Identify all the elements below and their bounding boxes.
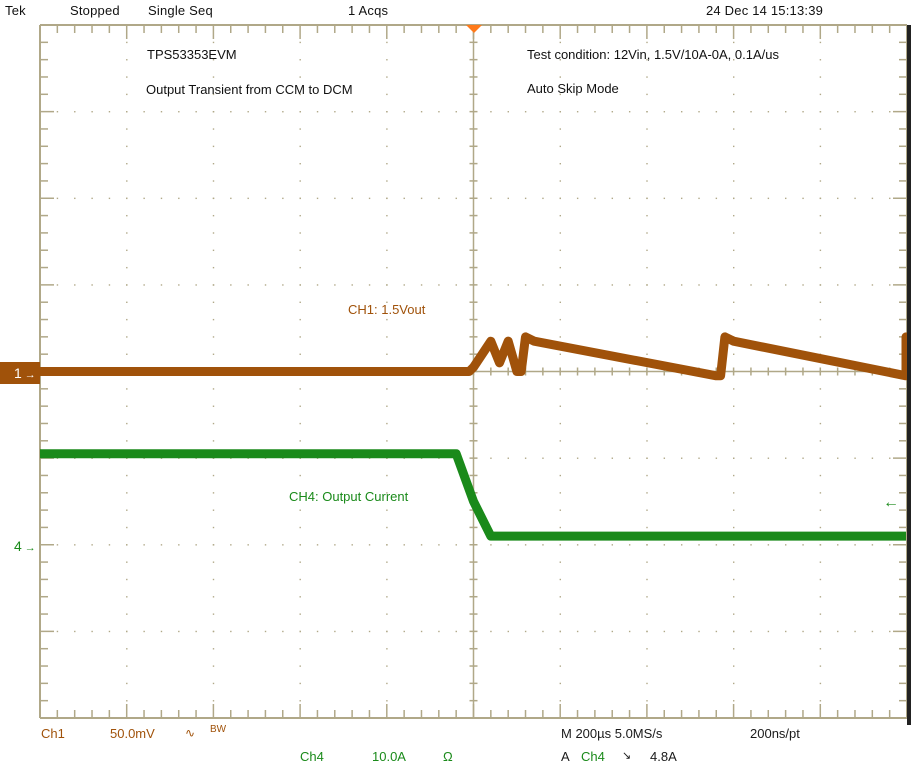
ch1-name[interactable]: Ch1 <box>41 726 65 741</box>
ch4-marker-label: 4 <box>14 538 22 554</box>
ch1-coupling-icon: ∿ <box>185 726 196 740</box>
ch1-bandwidth-limit: BW <box>210 724 227 735</box>
ch1-marker-label: 1 <box>14 365 22 381</box>
trigger-level-arrow-icon: ← <box>883 494 899 511</box>
arrow-right-icon: → <box>24 542 36 554</box>
title-annotation: Output Transient from CCM to DCM <box>146 82 353 97</box>
trigger-source[interactable]: Ch4 <box>581 749 605 764</box>
ch4-name[interactable]: Ch4 <box>300 749 324 764</box>
arrow-right-icon: → <box>24 369 36 381</box>
datetime: 24 Dec 14 15:13:39 <box>706 3 824 18</box>
trigger-prefix: A <box>561 749 570 764</box>
trigger-level[interactable]: 4.8A <box>650 749 677 764</box>
record-resolution: 200ns/pt <box>750 726 800 741</box>
board-annotation: TPS53353EVM <box>147 47 237 62</box>
ch1-waveform <box>40 332 911 381</box>
trigger-position-marker[interactable] <box>466 25 482 33</box>
brand-label: Tek <box>5 3 26 18</box>
ch4-waveform <box>40 449 906 541</box>
ch4-scale[interactable]: 10.0A <box>372 749 406 764</box>
ch4-ground-marker[interactable]: 4 → <box>14 538 36 554</box>
acquisition-count: 1 Acqs <box>348 3 389 18</box>
ch4-termination-icon: Ω <box>443 749 453 764</box>
ch1-label: CH1: 1.5Vout <box>348 302 426 317</box>
mode-annotation: Auto Skip Mode <box>527 81 619 96</box>
trigger-slope-falling-icon: ↘ <box>622 750 632 762</box>
timebase[interactable]: M 200µs 5.0MS/s <box>561 726 663 741</box>
ch1-ground-marker[interactable]: 1 → <box>0 362 40 384</box>
test-condition-annotation: Test condition: 12Vin, 1.5V/10A-0A, 0.1A… <box>527 47 779 62</box>
ch4-label: CH4: Output Current <box>289 489 409 504</box>
acquisition-mode: Single Seq <box>148 3 213 18</box>
display-edge <box>907 25 911 725</box>
ch1-scale[interactable]: 50.0mV <box>110 726 155 741</box>
acquisition-status: Stopped <box>70 3 120 18</box>
